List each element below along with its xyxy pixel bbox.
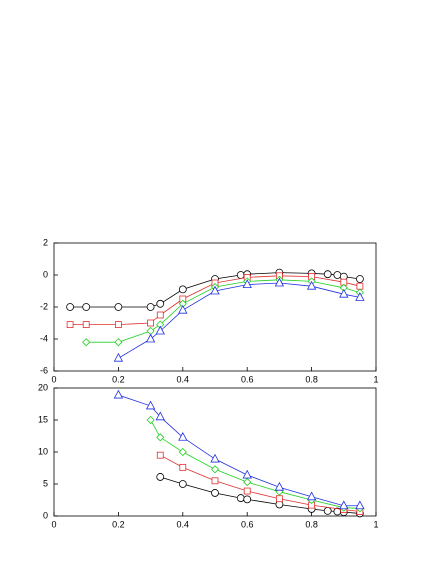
y-tick-label: 10 — [38, 446, 48, 456]
marker — [113, 352, 124, 362]
marker — [82, 321, 90, 329]
x-tick-label: 0.4 — [177, 374, 190, 384]
series-line — [118, 282, 360, 359]
marker — [243, 487, 251, 495]
marker — [211, 477, 219, 485]
series-line — [160, 454, 360, 512]
marker — [339, 500, 349, 510]
marker — [339, 288, 349, 298]
marker — [115, 321, 122, 329]
x-tick-label: 0 — [51, 519, 56, 529]
marker — [323, 506, 332, 515]
marker — [211, 489, 219, 497]
x-tick-label: 0.8 — [305, 519, 318, 529]
marker — [155, 325, 165, 335]
y-tick-label: -2 — [40, 301, 48, 311]
marker — [355, 275, 364, 283]
x-tick-label: 0.6 — [241, 374, 254, 384]
marker — [323, 270, 332, 279]
y-tick-label: 2 — [43, 237, 48, 247]
marker — [275, 495, 283, 503]
marker — [178, 480, 187, 488]
x-tick-label: 0.6 — [241, 519, 254, 529]
marker — [356, 282, 364, 290]
y-tick-label: 15 — [38, 414, 48, 424]
marker — [156, 473, 165, 481]
marker — [236, 271, 245, 279]
x-tick-label: 1 — [373, 374, 378, 384]
marker — [243, 478, 252, 487]
marker — [355, 292, 365, 301]
marker — [114, 303, 123, 311]
marker — [243, 495, 252, 504]
marker — [333, 271, 342, 279]
marker — [306, 491, 317, 501]
marker — [146, 303, 155, 311]
marker — [145, 333, 156, 343]
marker — [210, 453, 220, 463]
x-tick-label: 0.2 — [112, 519, 125, 529]
y-tick-label: 20 — [38, 382, 48, 392]
marker — [274, 277, 285, 287]
marker — [179, 463, 187, 471]
marker — [146, 326, 155, 336]
marker — [66, 303, 74, 311]
marker — [210, 285, 220, 295]
marker — [156, 299, 165, 308]
marker — [178, 285, 187, 294]
marker — [82, 303, 91, 311]
marker — [146, 415, 155, 425]
marker — [236, 494, 245, 502]
marker — [242, 279, 252, 289]
marker — [178, 431, 188, 441]
marker — [306, 280, 317, 290]
series-line — [70, 275, 360, 325]
marker — [242, 469, 252, 479]
x-tick-label: 0.2 — [112, 374, 125, 384]
x-tick-label: 0 — [51, 374, 56, 384]
x-tick-label: 0.8 — [305, 374, 318, 384]
marker — [210, 465, 220, 474]
x-tick-label: 1 — [373, 519, 378, 529]
marker — [156, 433, 165, 442]
marker — [82, 338, 91, 347]
series-line — [118, 394, 360, 507]
marker — [114, 338, 123, 347]
marker — [147, 319, 155, 327]
marker — [156, 451, 164, 459]
y-tick-label: 0 — [43, 510, 48, 520]
y-tick-label: 5 — [43, 478, 48, 488]
x-tick-label: 0.4 — [177, 519, 190, 529]
marker — [66, 321, 74, 329]
y-tick-label: 0 — [43, 269, 48, 279]
marker — [155, 411, 165, 421]
marker — [274, 481, 285, 491]
marker — [178, 447, 187, 457]
marker — [156, 311, 164, 319]
y-tick-label: -4 — [40, 333, 48, 343]
marker — [113, 389, 124, 399]
marker — [178, 304, 188, 314]
marker — [355, 500, 365, 510]
marker — [145, 400, 156, 410]
y-tick-label: -6 — [40, 365, 48, 375]
